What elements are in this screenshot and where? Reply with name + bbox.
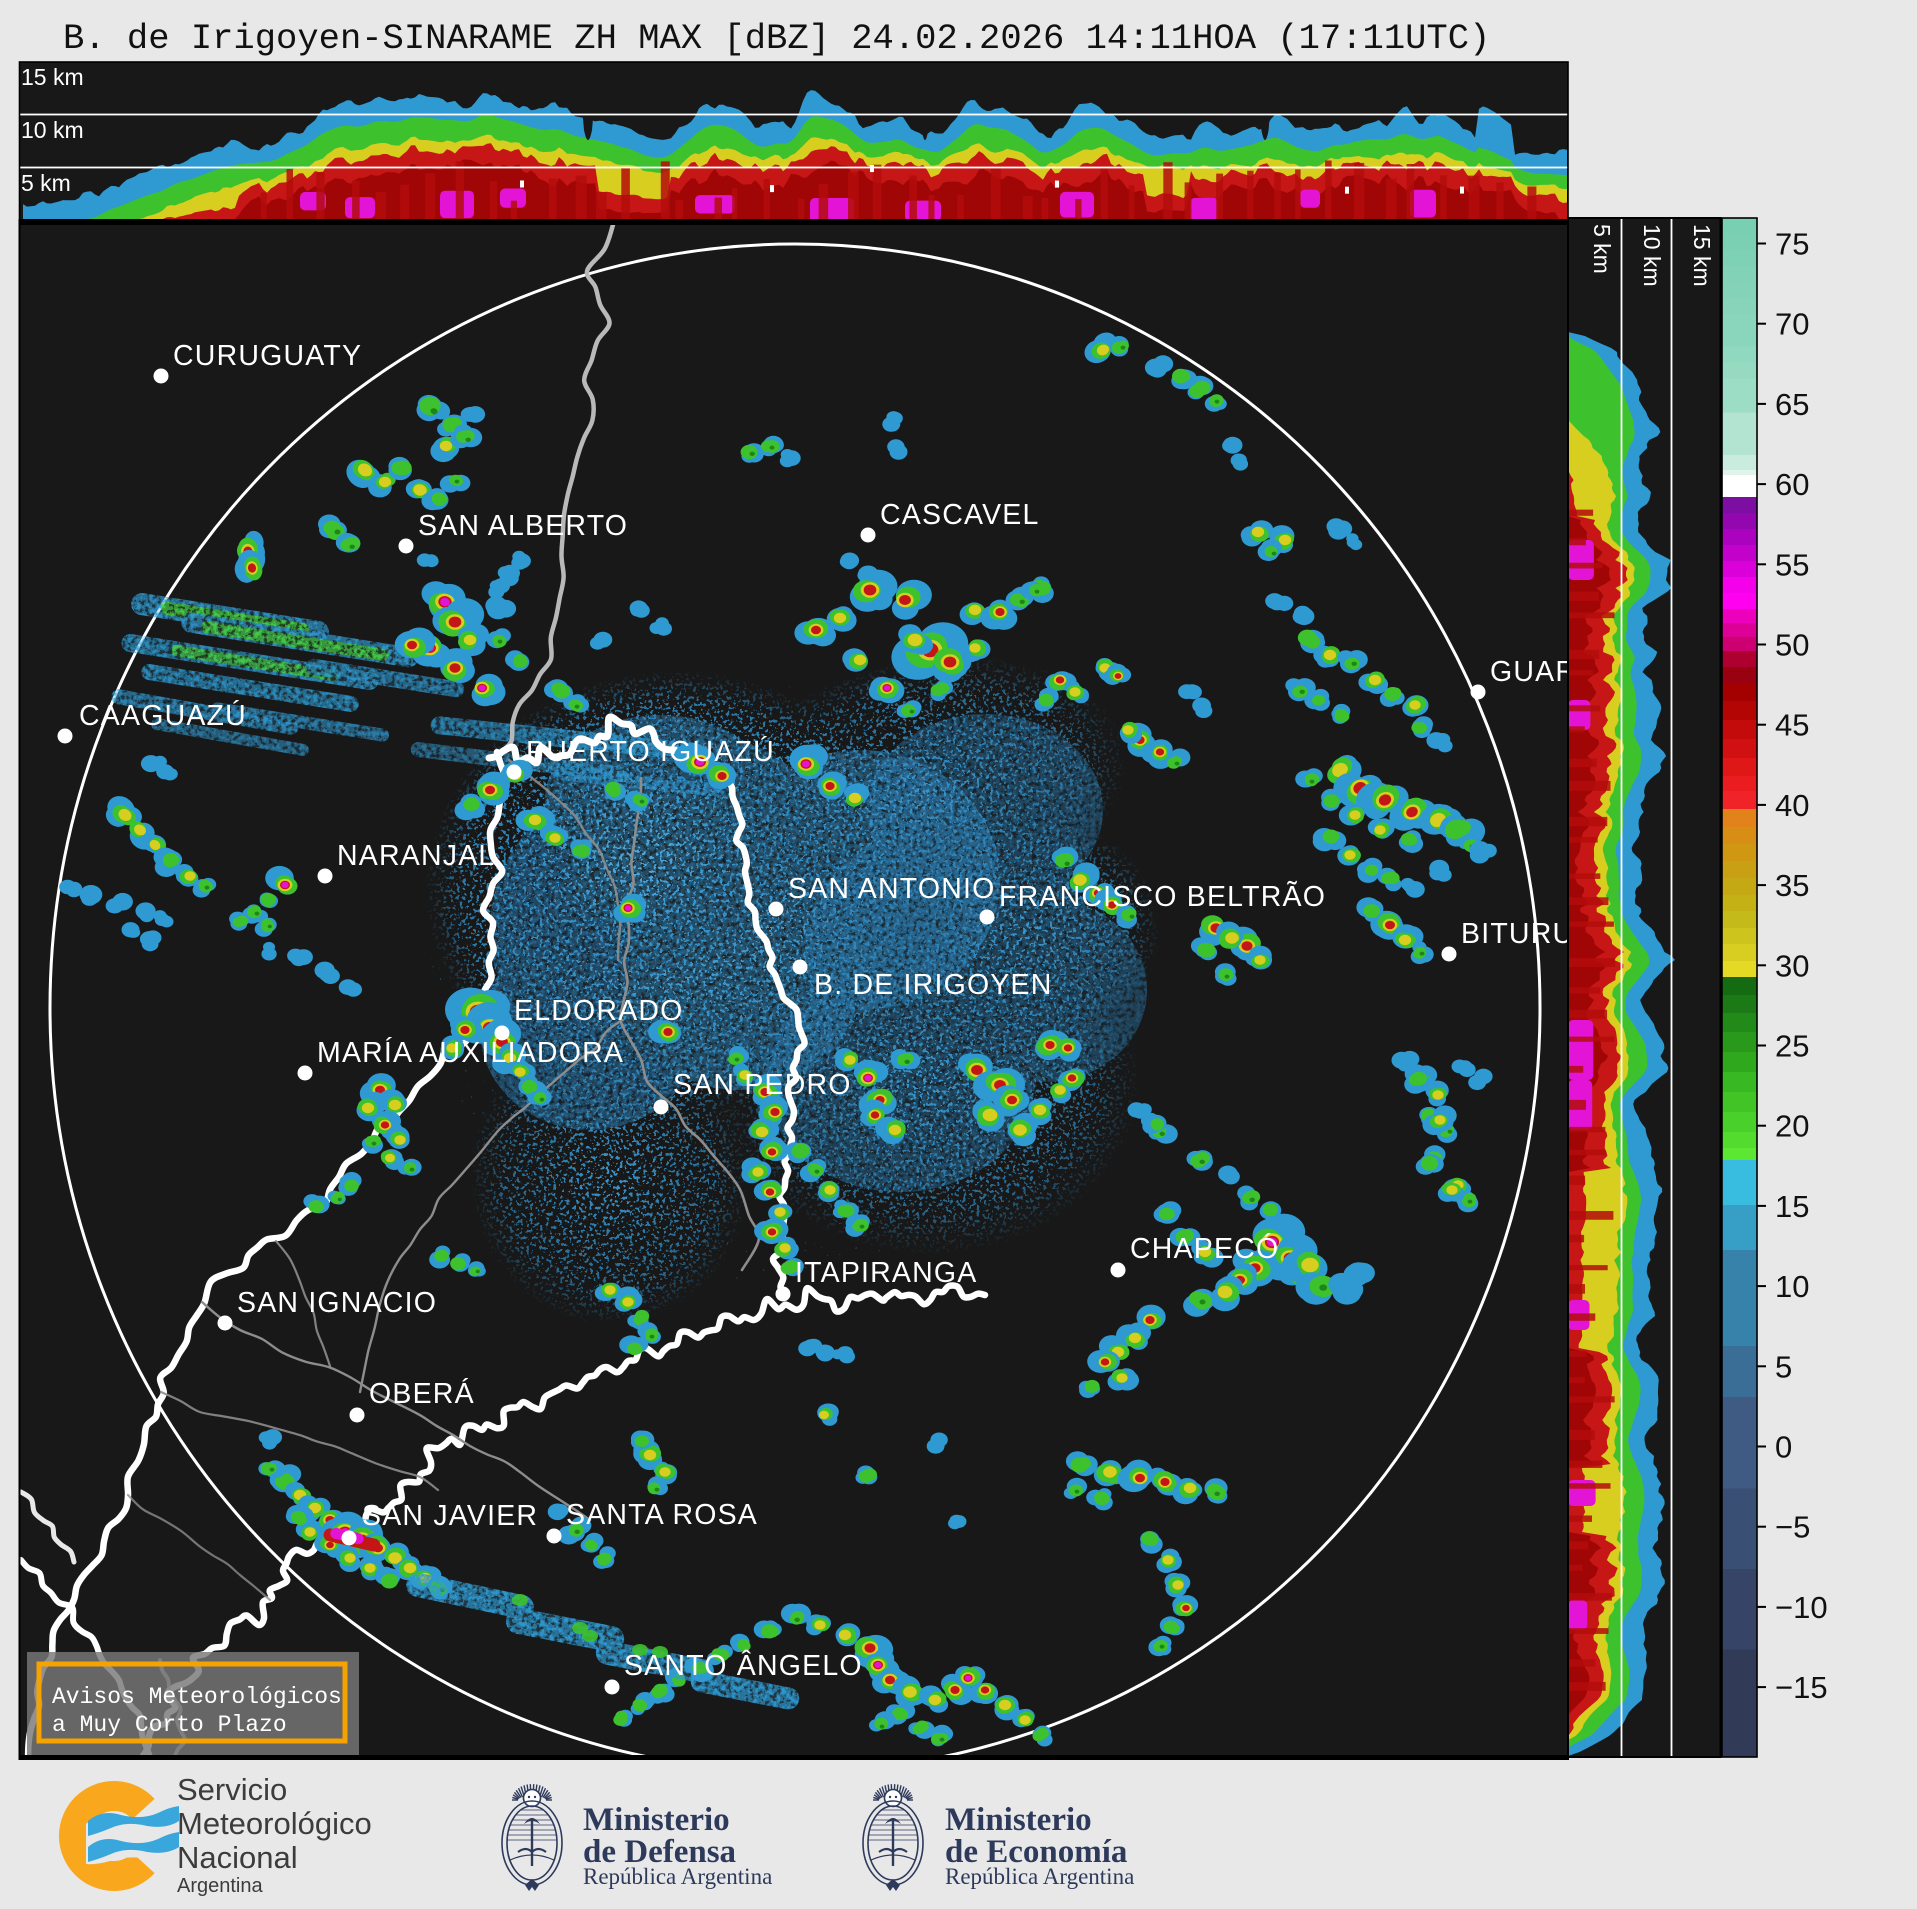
svg-text:35: 35: [1775, 868, 1809, 903]
svg-text:GUARANIAÇU: GUARANIAÇU: [1490, 656, 1692, 688]
svg-text:SANTO ÂNGELO: SANTO ÂNGELO: [624, 1650, 863, 1682]
svg-text:SAN JAVIER: SAN JAVIER: [362, 1500, 538, 1532]
svg-text:Argentina: Argentina: [177, 1875, 263, 1897]
svg-text:B. de Irigoyen-SINARAME ZH MAX: B. de Irigoyen-SINARAME ZH MAX [dBZ] 24.…: [63, 18, 1490, 59]
svg-text:−15: −15: [1775, 1670, 1828, 1705]
svg-text:75: 75: [1775, 227, 1809, 262]
svg-text:30: 30: [1775, 948, 1809, 983]
svg-text:45: 45: [1775, 708, 1809, 743]
svg-text:55: 55: [1775, 547, 1809, 582]
svg-text:a Muy Corto Plazo: a Muy Corto Plazo: [52, 1712, 287, 1738]
svg-text:60: 60: [1775, 467, 1809, 502]
svg-text:B. DE IRIGOYEN: B. DE IRIGOYEN: [814, 969, 1053, 1001]
svg-text:SAN ANTONIO: SAN ANTONIO: [788, 873, 995, 905]
svg-text:CHAPECÓ: CHAPECÓ: [1130, 1233, 1279, 1265]
svg-text:0: 0: [1775, 1430, 1792, 1465]
svg-text:NARANJAL: NARANJAL: [337, 840, 495, 872]
svg-text:10: 10: [1775, 1269, 1809, 1304]
svg-text:República Argentina: República Argentina: [583, 1864, 772, 1889]
svg-text:ELDORADO: ELDORADO: [514, 995, 684, 1027]
svg-text:15 km: 15 km: [1689, 224, 1715, 287]
svg-text:SAN PEDRO: SAN PEDRO: [673, 1069, 852, 1101]
svg-text:15: 15: [1775, 1189, 1809, 1224]
svg-text:40: 40: [1775, 788, 1809, 823]
svg-text:PUERTO IGUAZÚ: PUERTO IGUAZÚ: [526, 736, 775, 768]
svg-text:FRANCISCO BELTRÃO: FRANCISCO BELTRÃO: [999, 881, 1326, 913]
svg-text:SAN ALBERTO: SAN ALBERTO: [418, 510, 628, 542]
svg-text:Meteorológico: Meteorológico: [177, 1806, 372, 1841]
svg-text:Nacional: Nacional: [177, 1840, 298, 1875]
svg-text:Avisos Meteorológicos: Avisos Meteorológicos: [52, 1684, 342, 1710]
svg-text:50: 50: [1775, 628, 1809, 663]
svg-text:OBERÁ: OBERÁ: [369, 1378, 475, 1410]
svg-text:−10: −10: [1775, 1590, 1828, 1625]
svg-text:CURUGUATY: CURUGUATY: [173, 340, 362, 372]
svg-text:MARÍA AUXILIADORA: MARÍA AUXILIADORA: [317, 1037, 624, 1069]
svg-text:10 km: 10 km: [1639, 224, 1665, 287]
svg-text:CASCAVEL: CASCAVEL: [880, 499, 1040, 531]
svg-text:SANTA ROSA: SANTA ROSA: [566, 1499, 758, 1531]
svg-text:BITURUNA: BITURUNA: [1461, 918, 1616, 950]
svg-text:Servicio: Servicio: [177, 1772, 287, 1807]
svg-text:5: 5: [1775, 1349, 1792, 1384]
svg-text:5 km: 5 km: [1589, 224, 1615, 274]
svg-text:Ministerio: Ministerio: [945, 1802, 1092, 1838]
svg-text:de Defensa: de Defensa: [583, 1834, 736, 1870]
svg-text:República Argentina: República Argentina: [945, 1864, 1134, 1889]
svg-text:70: 70: [1775, 307, 1809, 342]
svg-text:SAN IGNACIO: SAN IGNACIO: [237, 1287, 437, 1319]
svg-text:65: 65: [1775, 387, 1809, 422]
svg-text:25: 25: [1775, 1029, 1809, 1064]
svg-text:−5: −5: [1775, 1510, 1810, 1545]
svg-text:Ministerio: Ministerio: [583, 1802, 730, 1838]
svg-text:15 km: 15 km: [21, 64, 84, 90]
svg-text:CAAGUAZÚ: CAAGUAZÚ: [79, 700, 247, 732]
svg-text:10 km: 10 km: [21, 117, 84, 143]
svg-text:5 km: 5 km: [21, 170, 71, 196]
svg-text:de Economía: de Economía: [945, 1834, 1127, 1870]
svg-text:20: 20: [1775, 1109, 1809, 1144]
svg-text:ITAPIRANGA: ITAPIRANGA: [795, 1257, 978, 1289]
